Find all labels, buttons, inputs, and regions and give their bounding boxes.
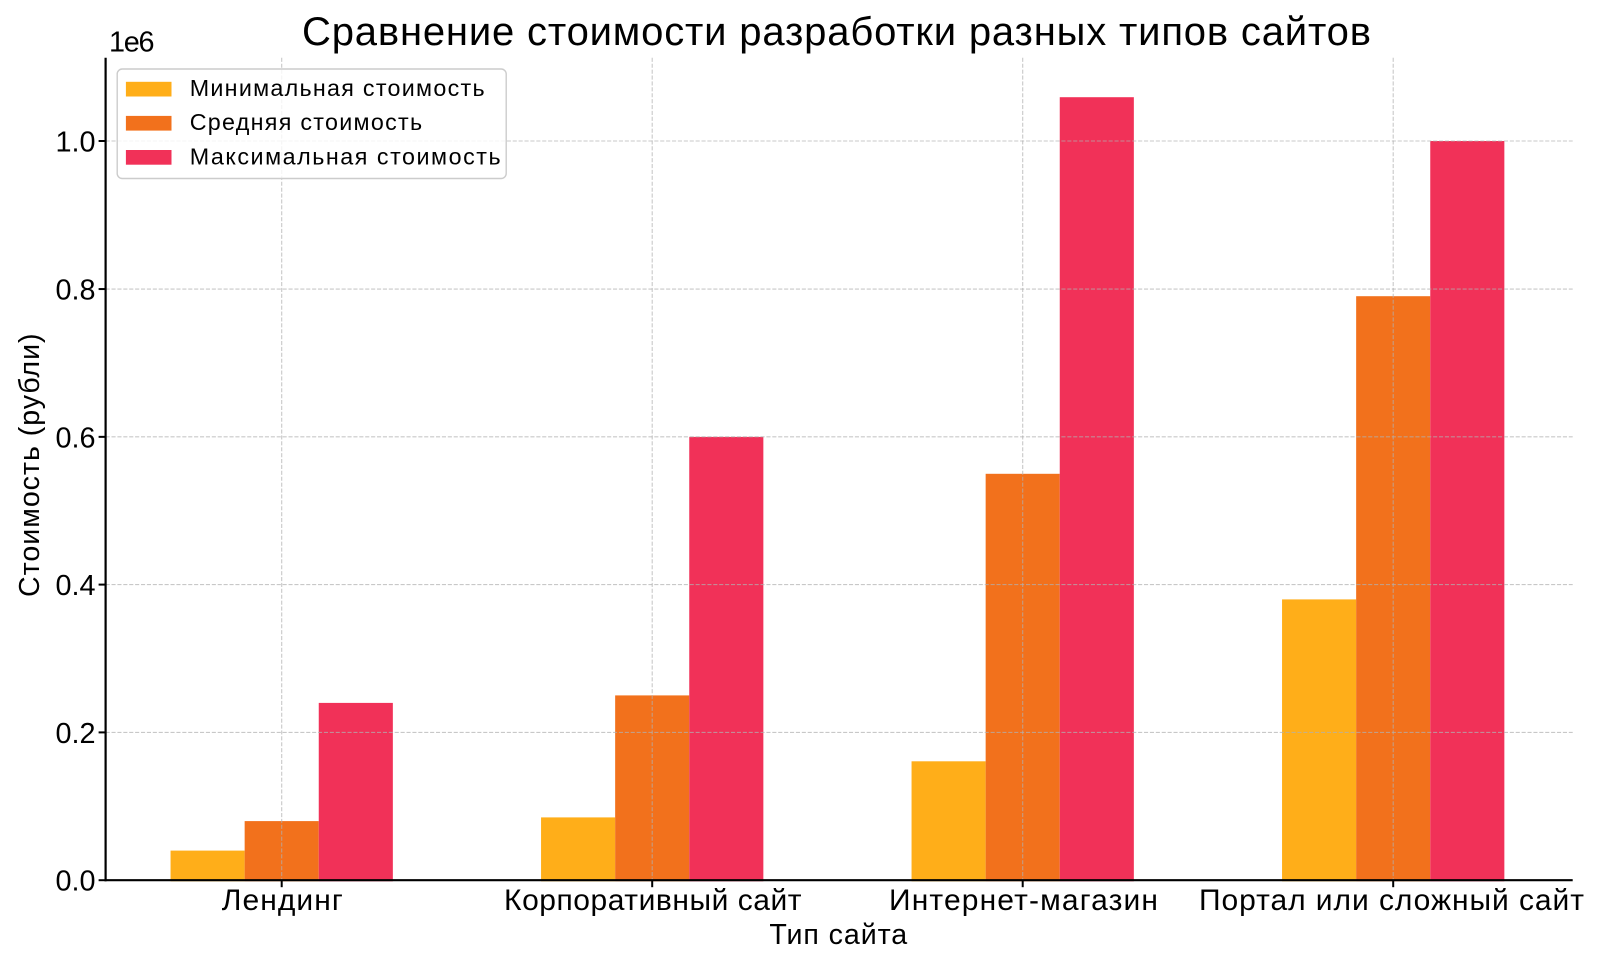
svg-text:Средняя стоимость: Средняя стоимость: [190, 109, 422, 135]
svg-text:Корпоративный сайт: Корпоративный сайт: [504, 884, 802, 917]
svg-text:0.8: 0.8: [55, 274, 95, 306]
svg-text:Минимальная стоимость: Минимальная стоимость: [190, 75, 485, 101]
svg-text:1.0: 1.0: [55, 126, 95, 158]
svg-text:0.6: 0.6: [55, 422, 95, 454]
svg-text:Тип сайта: Тип сайта: [769, 919, 907, 951]
svg-text:Максимальная стоимость: Максимальная стоимость: [190, 143, 501, 169]
svg-text:Сравнение стоимости разработки: Сравнение стоимости разработки разных ти…: [302, 10, 1371, 54]
svg-text:Портал или сложный сайт: Портал или сложный сайт: [1199, 884, 1584, 917]
svg-text:1e6: 1e6: [109, 27, 155, 59]
svg-text:0.0: 0.0: [55, 866, 95, 898]
svg-text:Стоимость (рубли): Стоимость (рубли): [14, 333, 46, 597]
svg-text:0.4: 0.4: [55, 570, 95, 602]
svg-text:Лендинг: Лендинг: [222, 884, 343, 917]
svg-text:Интернет-магазин: Интернет-магазин: [889, 884, 1158, 917]
svg-text:0.2: 0.2: [55, 718, 95, 750]
